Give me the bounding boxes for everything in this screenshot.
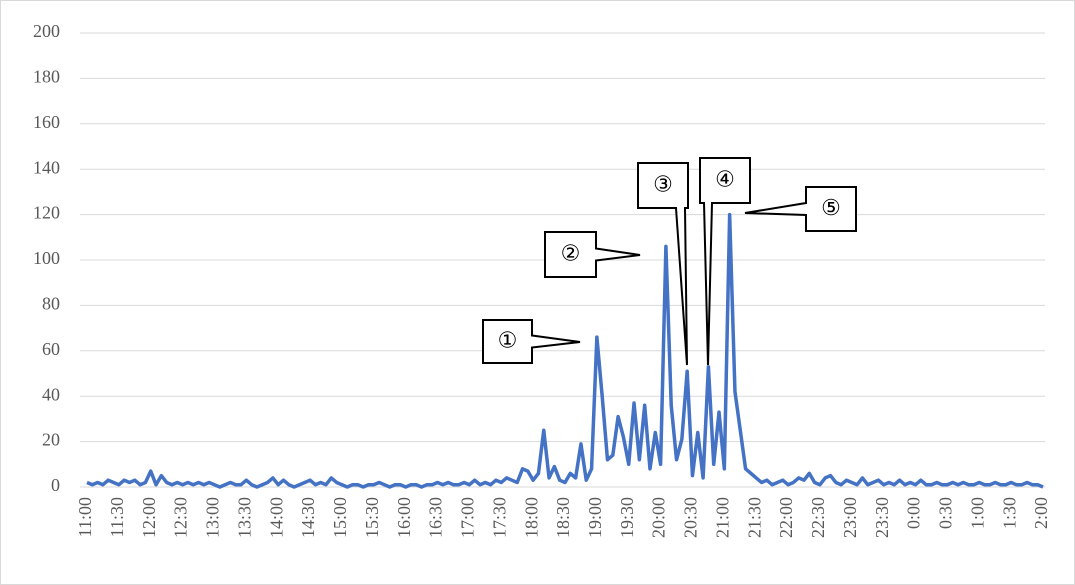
x-tick-label: 14:00 <box>266 497 286 538</box>
y-tick-label: 20 <box>42 430 60 450</box>
annotation: ③ <box>653 172 673 197</box>
x-tick-label: 18:00 <box>521 497 541 538</box>
x-tick-label: 23:00 <box>840 497 860 538</box>
y-tick-label: 180 <box>33 67 60 87</box>
x-tick-label: 19:30 <box>617 497 637 538</box>
x-tick-label: 1:30 <box>999 497 1019 529</box>
x-tick-label: 14:30 <box>298 497 318 538</box>
x-tick-label: 19:00 <box>585 497 605 538</box>
x-tick-label: 23:30 <box>872 497 892 538</box>
y-tick-label: 60 <box>42 339 60 359</box>
x-tick-label: 12:00 <box>139 497 159 538</box>
y-tick-label: 140 <box>33 157 60 177</box>
x-tick-label: 1:00 <box>967 497 987 529</box>
callout <box>637 162 689 366</box>
x-tick-label: 20:00 <box>649 497 669 538</box>
y-tick-label: 100 <box>33 248 60 268</box>
annotations: ① ② ③ ④ ⑤ <box>482 157 857 366</box>
callout <box>699 157 751 366</box>
x-tick-label: 20:30 <box>681 497 701 538</box>
x-tick-label: 15:30 <box>362 497 382 538</box>
x-tick-label: 12:30 <box>171 497 191 538</box>
x-tick-label: 13:00 <box>203 497 223 538</box>
x-tick-label: 18:30 <box>553 497 573 538</box>
callout <box>482 319 581 364</box>
y-tick-label: 80 <box>42 294 60 314</box>
x-tick-label: 16:30 <box>426 497 446 538</box>
data-line <box>86 212 1044 489</box>
annotation: ① <box>498 328 518 353</box>
x-tick-label: 15:00 <box>330 497 350 538</box>
x-tick-label: 22:30 <box>808 497 828 538</box>
x-tick-label: 0:00 <box>904 497 924 529</box>
annotation: ② <box>561 241 581 266</box>
annotation: ⑤ <box>821 195 841 220</box>
y-tick-label: 0 <box>51 475 60 495</box>
y-tick-label: 40 <box>42 384 60 404</box>
x-tick-label: 11:00 <box>75 497 95 537</box>
x-tick-label: 16:00 <box>394 497 414 538</box>
plot <box>86 212 1044 489</box>
x-tick-label: 21:30 <box>744 497 764 538</box>
x-tick-label: 21:00 <box>712 497 732 538</box>
y-tick-label: 160 <box>33 112 60 132</box>
y-tick-label: 200 <box>33 21 60 41</box>
callout <box>744 186 857 232</box>
x-tick-label: 17:30 <box>489 497 509 538</box>
x-tick-label: 13:30 <box>234 497 254 538</box>
x-tick-label: 22:00 <box>776 497 796 538</box>
x-tick-label: 11:30 <box>107 497 127 537</box>
callout <box>544 231 641 278</box>
x-tick-label: 2:00 <box>1031 497 1051 529</box>
x-tick-label: 17:00 <box>458 497 478 538</box>
y-tick-label: 120 <box>33 203 60 223</box>
x-tick-label: 0:30 <box>936 497 956 529</box>
annotation: ④ <box>715 167 735 192</box>
